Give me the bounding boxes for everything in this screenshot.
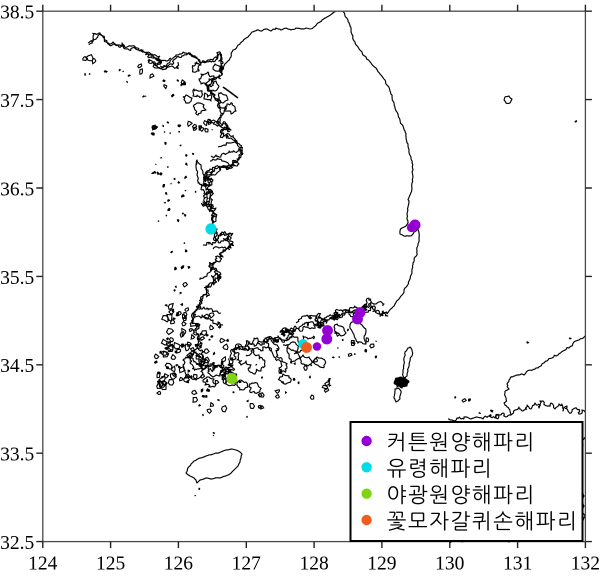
- svg-text:131: 131: [503, 554, 532, 575]
- svg-text:129: 129: [367, 554, 396, 575]
- svg-text:33.5: 33.5: [0, 445, 34, 466]
- svg-text:38.5: 38.5: [0, 3, 34, 24]
- svg-text:132: 132: [571, 554, 600, 575]
- svg-text:124: 124: [28, 554, 58, 575]
- svg-text:127: 127: [232, 554, 262, 575]
- svg-text:126: 126: [164, 554, 194, 575]
- svg-text:36.5: 36.5: [0, 179, 34, 200]
- svg-text:128: 128: [299, 554, 328, 575]
- svg-text:34.5: 34.5: [0, 356, 34, 377]
- svg-text:37.5: 37.5: [0, 91, 34, 112]
- svg-text:125: 125: [96, 554, 125, 575]
- svg-text:35.5: 35.5: [0, 268, 34, 289]
- svg-text:130: 130: [435, 554, 464, 575]
- svg-text:32.5: 32.5: [0, 533, 34, 554]
